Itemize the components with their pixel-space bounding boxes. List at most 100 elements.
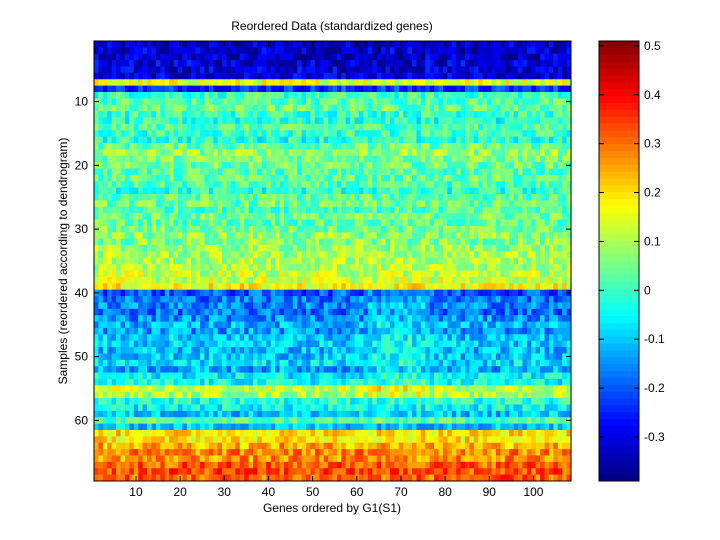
heatmap-cell <box>314 321 320 329</box>
heatmap-cell <box>434 283 439 291</box>
heatmap-cell <box>160 168 166 176</box>
heatmap-cell <box>341 276 347 284</box>
heatmap-cell <box>332 111 338 118</box>
heatmap-cell <box>186 276 192 284</box>
heatmap-cell <box>385 283 391 291</box>
heatmap-cell <box>111 238 117 246</box>
heatmap-cell <box>173 136 179 144</box>
heatmap-cell <box>531 245 537 252</box>
heatmap-cell <box>217 123 223 131</box>
heatmap-cell <box>186 98 192 106</box>
heatmap-cell <box>544 251 550 259</box>
heatmap-cell <box>429 117 435 125</box>
heatmap-cell <box>328 60 333 67</box>
heatmap-cell <box>297 187 302 195</box>
heatmap-cell <box>102 289 108 297</box>
heatmap-cell <box>261 162 267 169</box>
heatmap-cell <box>376 270 382 278</box>
heatmap-cell <box>328 232 333 240</box>
heatmap-cell <box>460 225 466 233</box>
heatmap-cell <box>359 200 364 208</box>
heatmap-cell <box>213 213 219 220</box>
heatmap-cell <box>164 308 170 316</box>
heatmap-cell <box>350 276 355 284</box>
heatmap-cell <box>478 257 484 265</box>
heatmap-cell <box>363 168 369 176</box>
heatmap-cell <box>381 130 386 138</box>
heatmap-cell <box>204 334 210 342</box>
heatmap-cell <box>544 264 550 271</box>
heatmap-cell <box>438 194 444 201</box>
heatmap-cell <box>279 302 285 310</box>
heatmap-cell <box>363 162 369 169</box>
heatmap-cell <box>129 289 135 297</box>
heatmap-cell <box>363 92 369 99</box>
heatmap-cell <box>310 60 316 67</box>
heatmap-cell <box>473 53 479 61</box>
heatmap-cell <box>500 72 506 80</box>
heatmap-cell <box>394 98 400 106</box>
heatmap-cell <box>235 283 241 291</box>
heatmap-cell <box>310 276 316 284</box>
heatmap-cell <box>253 66 258 74</box>
heatmap-cell <box>213 41 219 48</box>
heatmap-cell <box>323 302 329 310</box>
heatmap-cell <box>398 238 404 246</box>
heatmap-cell <box>111 315 117 322</box>
heatmap-cell <box>138 41 143 48</box>
heatmap-cell <box>208 181 214 189</box>
heatmap-cell <box>151 162 157 169</box>
heatmap-cell <box>350 308 355 316</box>
heatmap-cell <box>566 85 572 93</box>
heatmap-cell <box>253 302 258 310</box>
heatmap-cell <box>261 276 267 284</box>
heatmap-cell <box>363 308 369 316</box>
heatmap-cell <box>191 53 196 61</box>
heatmap-cell <box>332 302 338 310</box>
heatmap-cell <box>385 251 391 259</box>
heatmap-cell <box>111 296 117 303</box>
heatmap-cell <box>487 219 492 227</box>
heatmap-cell <box>465 149 470 157</box>
heatmap-cell <box>367 270 373 278</box>
heatmap-cell <box>345 47 351 55</box>
heatmap-cell <box>253 194 258 201</box>
heatmap-cell <box>465 245 470 252</box>
heatmap-cell <box>548 219 554 227</box>
heatmap-cell <box>548 130 554 138</box>
heatmap-cell <box>372 225 378 233</box>
heatmap-cell <box>244 200 249 208</box>
heatmap-cell <box>478 289 484 297</box>
heatmap-cell <box>412 219 417 227</box>
heatmap-cell <box>341 200 347 208</box>
heatmap-cell <box>151 251 157 259</box>
heatmap-cell <box>544 213 550 220</box>
heatmap-cell <box>323 245 329 252</box>
heatmap-cell <box>244 117 249 125</box>
heatmap-cell <box>359 149 364 157</box>
heatmap-cell <box>381 98 386 106</box>
heatmap-cell <box>266 181 272 189</box>
heatmap-cell <box>434 66 439 74</box>
heatmap-cell <box>359 238 364 246</box>
heatmap-cell <box>306 47 311 55</box>
heatmap-cell <box>332 213 338 220</box>
heatmap-cell <box>491 238 497 246</box>
heatmap-cell <box>504 238 510 246</box>
heatmap-cell <box>297 98 302 106</box>
heatmap-cell <box>416 219 422 227</box>
heatmap-cell <box>116 162 121 169</box>
heatmap-cell <box>429 276 435 284</box>
heatmap-cell <box>306 194 311 201</box>
heatmap-cell <box>482 219 488 227</box>
heatmap-cell <box>548 308 554 316</box>
heatmap-cell <box>425 194 431 201</box>
heatmap-cell <box>491 251 497 259</box>
heatmap-cell <box>367 47 373 55</box>
heatmap-cell <box>416 104 422 112</box>
heatmap-cell <box>164 251 170 259</box>
heatmap-cell <box>359 174 364 182</box>
heatmap-cell <box>495 302 501 310</box>
heatmap-cell <box>151 257 157 265</box>
heatmap-cell <box>244 47 249 55</box>
